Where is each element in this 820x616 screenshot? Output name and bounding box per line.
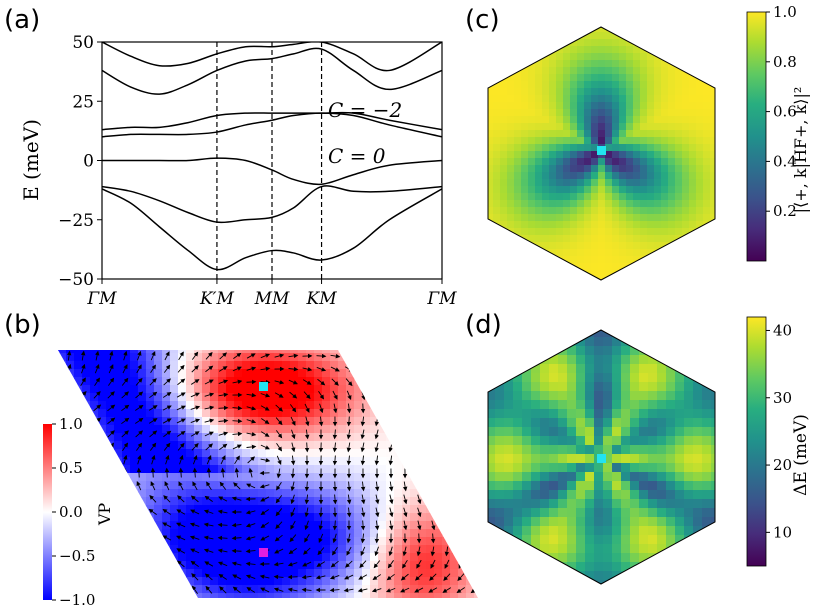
gap-colorbar [746,316,767,567]
colorbar-tick-label: 0.2 [773,202,797,220]
panel-a: (a) 50 25 0 −25 −50 ΓM K′M MM KM ΓM E (meV) C = … [4,5,457,309]
ytick-label: 0 [83,152,94,172]
band-line-band7 [102,42,442,72]
gap-colorbar-label: ΔE (meV) [791,414,811,496]
panel-a-xticks: ΓM K′M MM KM ΓM [86,279,457,309]
hexagon-bz-d [487,329,716,585]
band-structure-plot [102,42,442,279]
panel-d: (d) 40 30 20 10 ΔE (meV) [465,310,811,585]
overlap-colorbar-ticks: 1.0 0.8 0.6 0.4 0.2 [766,3,797,220]
panel-a-ylabel: E (meV) [19,119,43,201]
colorbar-tick-label: 0.5 [59,459,83,477]
colorbar-tick-label: 0.8 [773,53,797,71]
colorbar-tick-label: 1.0 [773,3,797,21]
panel-c: (c) 1.0 0.8 0.6 0.4 0.2 |⟨+, k|HF+, k⟩|² [465,3,810,281]
colorbar-tick-label: 0.0 [59,503,83,521]
panel-b-label: (b) [4,310,41,340]
ytick-label: 50 [72,33,94,53]
k-marker-magenta [259,548,268,557]
valley-polarization-map [58,350,478,598]
xtick-label: MM [254,289,290,309]
colorbar-tick-label: 40 [773,321,792,339]
panel-b: (b) 1.0 0.5 0.0 −0.5 −1.0 VP [4,310,478,609]
gamma-marker-c [597,146,606,155]
colorbar-tick-label: 30 [773,389,792,407]
xtick-label: K′M [199,289,235,309]
panel-a-label: (a) [4,5,40,35]
overlap-colorbar [746,11,767,262]
colorbar-tick-label: 20 [773,456,792,474]
band-line-band5 [102,111,442,131]
band-line-band6 [102,47,442,95]
vp-colorbar [43,424,52,600]
colorbar-tick-label: 1.0 [59,415,83,433]
colorbar-tick-label: −1.0 [59,591,95,609]
panel-d-label: (d) [465,310,502,340]
ytick-label: −50 [58,270,94,290]
band-line-band3 [102,157,442,186]
band-line-band1 [102,188,442,271]
band-line-band4 [102,112,442,138]
panel-a-yticks: 50 25 0 −25 −50 [58,33,102,290]
vp-colorbar-label: VP [95,503,114,527]
xtick-label: KM [306,289,338,309]
gamma-marker-cyan [259,382,268,391]
band-line-band2 [102,185,442,224]
hexagon-bz-c [487,26,716,281]
ytick-label: −25 [58,211,94,231]
vp-colorbar-ticks: 1.0 0.5 0.0 −0.5 −1.0 [52,415,95,609]
colorbar-tick-label: −0.5 [59,547,95,565]
overlap-colorbar-label: |⟨+, k|HF+, k⟩|² [791,87,810,214]
xtick-label: ΓM [426,289,457,309]
panel-c-label: (c) [465,5,500,35]
colorbar-tick-label: 0.4 [773,152,797,170]
chern-annotation-0: C = 0 [328,144,386,168]
ytick-label: 25 [72,92,94,112]
gamma-marker-d [597,454,606,463]
colorbar-tick-label: 0.6 [773,103,797,121]
colorbar-tick-label: 10 [773,523,792,541]
xtick-label: ΓM [86,289,117,309]
chern-annotation-minus2: C = −2 [328,98,402,122]
gap-colorbar-ticks: 40 30 20 10 [766,321,792,541]
